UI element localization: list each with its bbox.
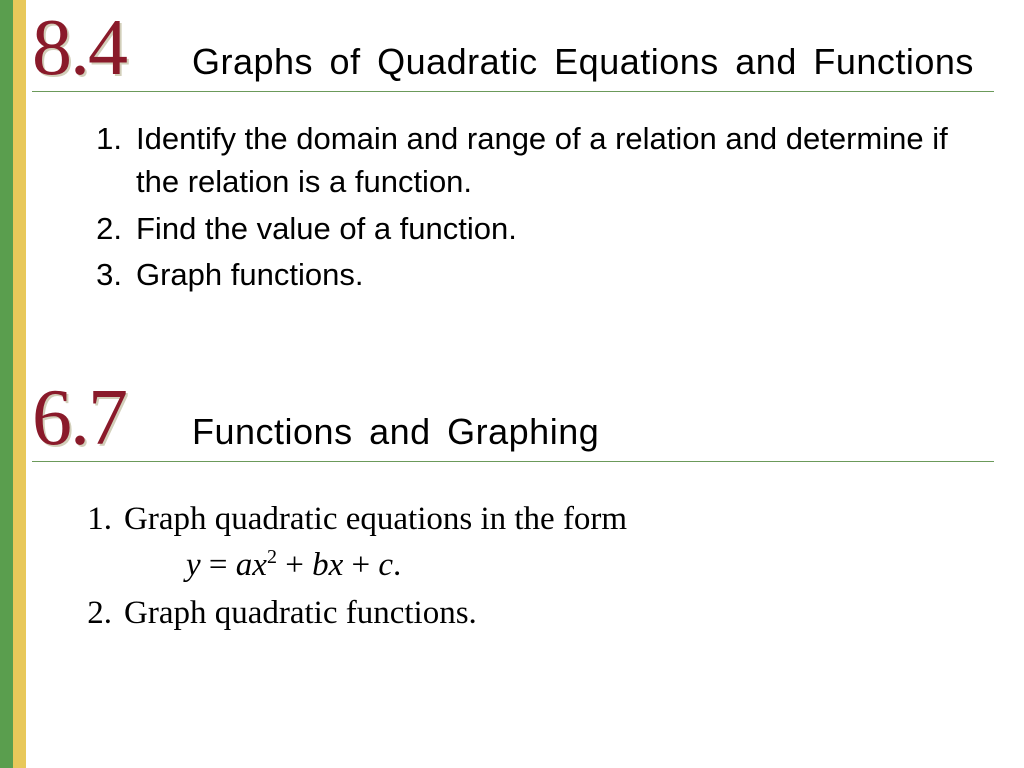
- objective-text: Graph quadratic equations in the form: [124, 496, 964, 543]
- objective-text: Graph quadratic functions.: [124, 590, 964, 637]
- section-title: Graphs of Quadratic Equations and Functi…: [192, 41, 974, 91]
- objective-item: 1. Identify the domain and range of a re…: [94, 118, 964, 204]
- objective-number: 2.: [94, 208, 136, 251]
- section-number: 8.4: [32, 8, 162, 88]
- side-stripe-yellow: [13, 0, 26, 768]
- objectives-list: 1. Graph quadratic equations in the form…: [26, 496, 1024, 637]
- objective-item: 2. Graph quadratic functions.: [86, 590, 964, 637]
- objective-text: Find the value of a function.: [136, 208, 964, 251]
- objective-number: 3.: [94, 254, 136, 297]
- objective-item: 3. Graph functions.: [94, 254, 964, 297]
- objective-number: 1.: [86, 496, 124, 543]
- objective-text: Identify the domain and range of a relat…: [136, 118, 964, 204]
- section-underline: [32, 91, 994, 92]
- section-8-4: 8.4 Graphs of Quadratic Equations and Fu…: [26, 8, 1024, 301]
- objective-item: 2. Find the value of a function.: [94, 208, 964, 251]
- section-header-row: 6.7 Functions and Graphing: [26, 378, 1024, 461]
- section-underline: [32, 461, 994, 462]
- objective-text: Graph functions.: [136, 254, 964, 297]
- section-number: 6.7: [32, 378, 162, 458]
- section-header-row: 8.4 Graphs of Quadratic Equations and Fu…: [26, 8, 1024, 91]
- section-6-7: 6.7 Functions and Graphing 1. Graph quad…: [26, 378, 1024, 641]
- objective-number: 1.: [94, 118, 136, 204]
- side-stripe-green: [0, 0, 13, 768]
- objectives-list: 1. Identify the domain and range of a re…: [26, 118, 1024, 297]
- quadratic-formula: y = ax2 + bx + c.: [186, 547, 964, 584]
- objective-item: 1. Graph quadratic equations in the form: [86, 496, 964, 543]
- objective-number: 2.: [86, 590, 124, 637]
- section-title: Functions and Graphing: [192, 411, 599, 461]
